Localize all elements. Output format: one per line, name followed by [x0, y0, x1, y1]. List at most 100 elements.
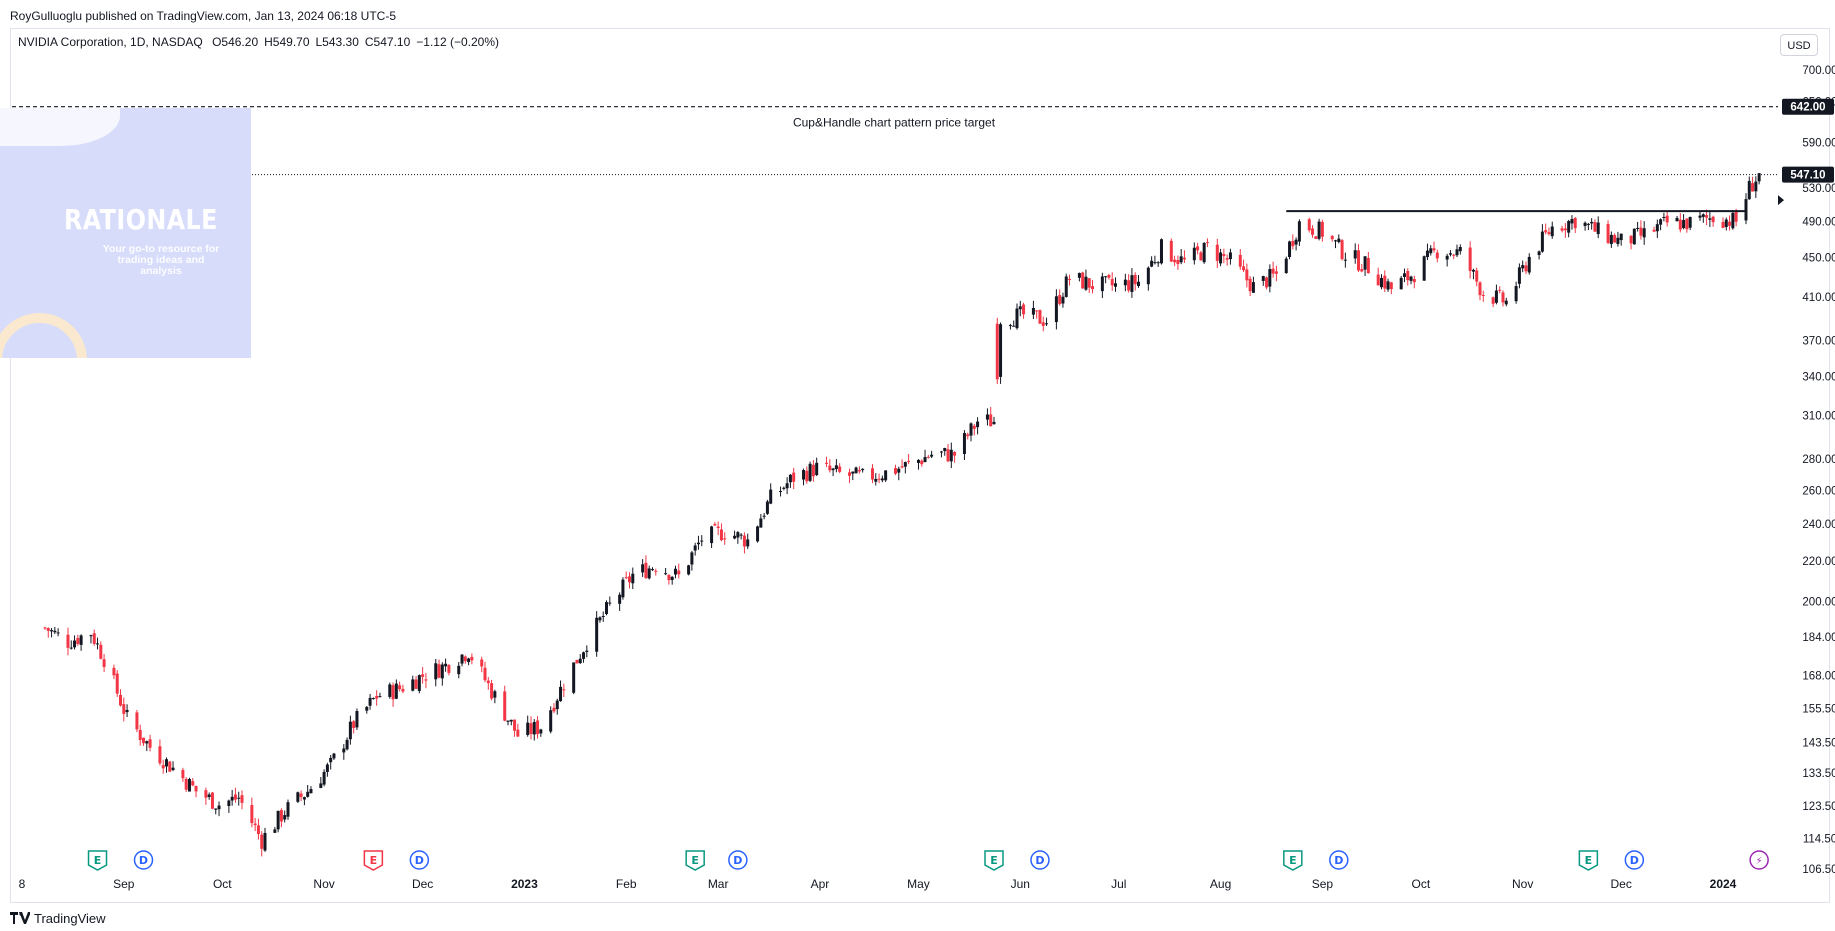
- earnings-marker-icon[interactable]: E: [1283, 850, 1303, 871]
- candle[interactable]: [1058, 289, 1062, 306]
- candle[interactable]: [1340, 239, 1344, 261]
- dividend-marker-icon[interactable]: D: [409, 850, 430, 870]
- candle[interactable]: [930, 450, 934, 459]
- candle[interactable]: [1527, 253, 1531, 275]
- candle[interactable]: [1537, 250, 1541, 260]
- candle[interactable]: [1642, 221, 1646, 245]
- candle[interactable]: [1199, 250, 1203, 261]
- candle[interactable]: [838, 463, 842, 474]
- candle[interactable]: [276, 810, 280, 833]
- candle[interactable]: [907, 453, 911, 465]
- candle[interactable]: [693, 542, 697, 556]
- candle[interactable]: [532, 719, 536, 741]
- candle[interactable]: [953, 451, 957, 463]
- candle[interactable]: [398, 681, 402, 692]
- candle[interactable]: [1422, 255, 1426, 281]
- candle[interactable]: [1222, 248, 1226, 264]
- candle[interactable]: [834, 459, 838, 473]
- candle[interactable]: [470, 653, 474, 665]
- candle[interactable]: [1609, 231, 1613, 248]
- candle[interactable]: [1238, 249, 1242, 270]
- candle[interactable]: [969, 422, 973, 442]
- candle[interactable]: [893, 464, 897, 476]
- candle[interactable]: [388, 682, 392, 699]
- candle[interactable]: [506, 720, 510, 726]
- candle[interactable]: [582, 651, 586, 663]
- candle[interactable]: [1412, 275, 1416, 289]
- candle[interactable]: [158, 739, 162, 766]
- candle[interactable]: [1261, 275, 1265, 286]
- candle[interactable]: [378, 692, 382, 698]
- candle[interactable]: [444, 658, 448, 672]
- candle[interactable]: [503, 685, 507, 722]
- candle[interactable]: [1757, 173, 1761, 185]
- candle[interactable]: [1022, 302, 1026, 319]
- candle[interactable]: [690, 550, 694, 571]
- candle[interactable]: [1455, 244, 1459, 258]
- candle[interactable]: [1468, 241, 1472, 279]
- candle[interactable]: [1110, 272, 1114, 291]
- candle[interactable]: [509, 719, 513, 726]
- candle[interactable]: [828, 459, 832, 473]
- candle[interactable]: [723, 532, 727, 545]
- candle[interactable]: [585, 645, 589, 658]
- candle[interactable]: [785, 477, 789, 495]
- candle[interactable]: [1711, 215, 1715, 227]
- candle[interactable]: [769, 483, 773, 505]
- candle[interactable]: [762, 513, 766, 520]
- candle[interactable]: [1169, 238, 1173, 262]
- candle[interactable]: [414, 676, 418, 689]
- candle[interactable]: [992, 416, 996, 425]
- candle[interactable]: [805, 466, 809, 484]
- split-marker-icon[interactable]: ⚡: [1749, 850, 1769, 870]
- candle[interactable]: [848, 468, 852, 484]
- candle[interactable]: [985, 408, 989, 426]
- candle[interactable]: [457, 662, 461, 679]
- candle[interactable]: [296, 791, 300, 804]
- candle[interactable]: [1064, 273, 1068, 298]
- candle[interactable]: [1284, 256, 1288, 274]
- candle[interactable]: [283, 810, 287, 823]
- candle[interactable]: [1567, 219, 1571, 238]
- candle[interactable]: [857, 466, 861, 474]
- candle[interactable]: [1045, 317, 1049, 327]
- candle[interactable]: [664, 567, 668, 576]
- dividend-marker-icon[interactable]: D: [133, 850, 154, 870]
- candle[interactable]: [1708, 211, 1712, 228]
- candle[interactable]: [1176, 255, 1180, 270]
- candle[interactable]: [700, 535, 704, 547]
- currency-button[interactable]: USD: [1780, 34, 1818, 56]
- candle[interactable]: [1491, 296, 1495, 308]
- candle[interactable]: [815, 457, 819, 477]
- candle[interactable]: [345, 737, 349, 751]
- candle[interactable]: [1084, 269, 1088, 291]
- candle[interactable]: [1754, 176, 1758, 199]
- candle[interactable]: [1517, 263, 1521, 289]
- candle[interactable]: [1662, 212, 1666, 222]
- candle[interactable]: [641, 559, 645, 578]
- candle[interactable]: [1652, 226, 1656, 233]
- candle[interactable]: [713, 521, 717, 526]
- candle[interactable]: [342, 744, 346, 760]
- candle[interactable]: [256, 818, 260, 840]
- candle[interactable]: [1268, 264, 1272, 293]
- candle[interactable]: [1448, 250, 1452, 257]
- candle[interactable]: [230, 789, 234, 806]
- candle[interactable]: [946, 444, 950, 463]
- candle[interactable]: [1701, 213, 1705, 223]
- candle[interactable]: [1265, 276, 1269, 290]
- candle[interactable]: [1514, 281, 1518, 304]
- candle[interactable]: [1274, 265, 1278, 282]
- candle[interactable]: [1081, 271, 1085, 289]
- candle[interactable]: [73, 635, 77, 650]
- candle[interactable]: [1383, 270, 1387, 293]
- candle[interactable]: [880, 475, 884, 483]
- candle[interactable]: [1215, 238, 1219, 269]
- candle[interactable]: [578, 654, 582, 664]
- candle[interactable]: [1596, 216, 1600, 239]
- candle[interactable]: [164, 757, 168, 773]
- candle[interactable]: [1031, 300, 1035, 320]
- dividend-marker-icon[interactable]: D: [728, 850, 748, 870]
- candle[interactable]: [434, 658, 438, 687]
